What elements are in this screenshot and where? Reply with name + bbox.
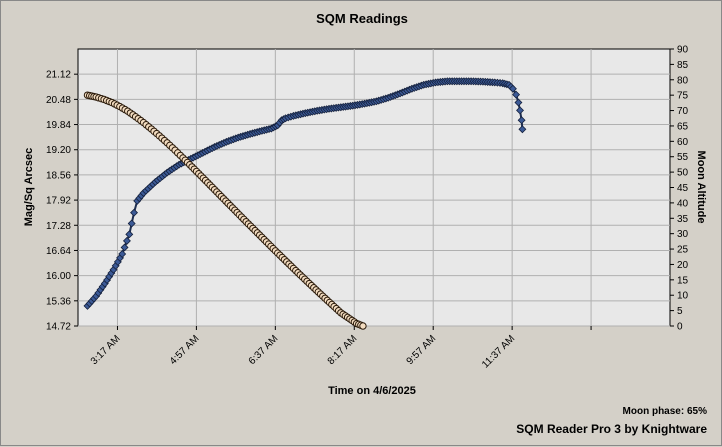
y-tick-label: 17.92 bbox=[46, 196, 71, 207]
x-tick-label: 9:57 AM bbox=[405, 333, 439, 367]
y2-tick-label: 0 bbox=[677, 322, 683, 333]
y2-tick-label: 55 bbox=[677, 152, 689, 163]
chart-title: SQM Readings bbox=[316, 11, 408, 26]
data-point bbox=[122, 236, 131, 245]
x-tick-label: 4:57 AM bbox=[168, 333, 202, 367]
y2-tick-label: 50 bbox=[677, 168, 689, 179]
x-tick-label: 11:37 AM bbox=[480, 333, 517, 370]
data-point bbox=[120, 243, 129, 252]
y2-tick-label: 25 bbox=[677, 245, 689, 256]
x-axis: 3:17 AM 4:57 AM 6:37 AM 8:17 AM 9:57 AM 11:37… bbox=[89, 326, 592, 370]
data-point bbox=[130, 208, 139, 217]
y-axis-right: 0 5 10 15 20 25 30 35 40 45 50 55 60 65 70 75 80 85 90 bbox=[670, 45, 689, 333]
y-tick-label: 16.64 bbox=[46, 246, 71, 257]
data-point bbox=[118, 250, 127, 258]
x-tick-label: 3:17 AM bbox=[89, 333, 123, 367]
data-point bbox=[516, 106, 524, 115]
data-point bbox=[359, 322, 367, 330]
data-point bbox=[514, 98, 523, 107]
y2-tick-label: 35 bbox=[677, 214, 689, 225]
y2-tick-label: 20 bbox=[677, 260, 689, 271]
y2-tick-label: 15 bbox=[677, 275, 689, 286]
series-layer bbox=[83, 77, 527, 330]
y2-axis-title: Moon Altitude bbox=[695, 151, 707, 224]
moon-phase-label: Moon phase: 65% bbox=[623, 406, 708, 417]
x-tick-label: 8:17 AM bbox=[326, 333, 360, 367]
y-axis-title: Mag/Sq Arcsec bbox=[23, 148, 35, 226]
y2-tick-label: 75 bbox=[677, 91, 689, 102]
y2-tick-label: 70 bbox=[677, 106, 689, 117]
y2-tick-label: 65 bbox=[677, 121, 689, 132]
y-tick-label: 15.36 bbox=[46, 296, 71, 307]
data-point bbox=[517, 116, 526, 125]
grid-lines bbox=[78, 49, 670, 327]
data-point bbox=[127, 219, 136, 228]
credit-label: SQM Reader Pro 3 by Knightware bbox=[516, 422, 707, 436]
y-tick-label: 16.00 bbox=[46, 271, 71, 282]
y-tick-label: 17.28 bbox=[46, 221, 71, 232]
x-axis-title: Time on 4/6/2025 bbox=[328, 385, 416, 397]
y-axis-left: 14.72 15.36 16.00 16.64 17.28 17.92 18.56 19.20… bbox=[46, 70, 78, 333]
y2-tick-label: 80 bbox=[677, 75, 689, 86]
data-point bbox=[125, 230, 134, 239]
y2-tick-label: 10 bbox=[677, 291, 689, 302]
data-point bbox=[518, 125, 527, 134]
y2-tick-label: 40 bbox=[677, 198, 689, 209]
y-tick-label: 21.12 bbox=[46, 70, 71, 81]
plot-area bbox=[77, 48, 671, 327]
y2-tick-label: 90 bbox=[677, 45, 689, 56]
data-point bbox=[508, 84, 517, 93]
y-tick-label: 14.72 bbox=[46, 322, 71, 333]
y-tick-label: 18.56 bbox=[46, 170, 71, 181]
y2-tick-label: 30 bbox=[677, 229, 689, 240]
y2-tick-label: 45 bbox=[677, 183, 689, 194]
x-tick-label: 6:37 AM bbox=[247, 333, 281, 367]
series-1 bbox=[83, 77, 527, 310]
y-tick-label: 19.20 bbox=[46, 145, 71, 156]
y2-tick-label: 5 bbox=[677, 306, 683, 317]
y-tick-label: 19.84 bbox=[46, 120, 71, 131]
data-point bbox=[512, 90, 521, 99]
y2-tick-label: 85 bbox=[677, 60, 689, 71]
y2-tick-label: 60 bbox=[677, 137, 689, 148]
series-2 bbox=[83, 91, 367, 330]
y-tick-label: 20.48 bbox=[46, 95, 71, 106]
